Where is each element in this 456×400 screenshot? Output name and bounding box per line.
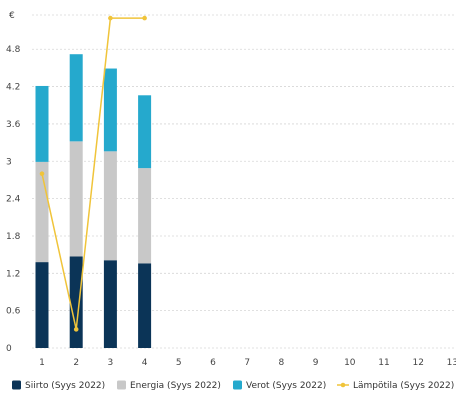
x-tick-label: 1 <box>39 358 45 368</box>
y-axis-unit-label: € <box>9 11 15 21</box>
line-point <box>108 15 113 21</box>
x-tick-label: 4 <box>142 358 148 368</box>
x-tick-label: 2 <box>73 358 79 368</box>
grid-lines <box>32 14 456 349</box>
y-tick-label: 0 <box>6 344 12 354</box>
bars <box>35 54 152 348</box>
y-tick-label: 3.6 <box>6 120 21 130</box>
line-point <box>142 15 147 21</box>
legend: Siirto (Syys 2022) Energia (Syys 2022) Ver… <box>12 380 454 391</box>
x-tick-label: 9 <box>313 358 319 368</box>
x-tick-label: 5 <box>176 358 182 368</box>
x-axis-ticks: 1 2 3 4 5 6 7 8 9 10 11 12 13 <box>39 358 456 368</box>
y-tick-label: 0.6 <box>6 307 21 317</box>
bar-segment-0 <box>138 263 152 348</box>
x-tick-label: 8 <box>279 358 285 368</box>
legend-swatch <box>233 380 242 390</box>
legend-swatch <box>12 380 21 390</box>
y-tick-label: 2.4 <box>6 195 21 205</box>
y-axis-ticks: 0 0.6 1.2 1.8 2.4 3 3.6 4.2 4.8 <box>6 45 21 354</box>
x-tick-label: 7 <box>244 358 250 368</box>
legend-swatch <box>117 380 126 390</box>
y-tick-label: 4.2 <box>6 83 20 93</box>
bar-segment-1 <box>103 151 117 261</box>
legend-label: Energia (Syys 2022) <box>130 381 221 391</box>
bar-segment-0 <box>103 260 117 348</box>
x-tick-label: 13 <box>447 358 456 368</box>
legend-label: Siirto (Syys 2022) <box>25 381 105 391</box>
y-tick-label: 1.8 <box>6 232 21 242</box>
x-tick-label: 11 <box>378 358 389 368</box>
y-tick-label: 4.8 <box>6 45 21 55</box>
bar-segment-2 <box>138 95 152 169</box>
x-tick-label: 10 <box>344 358 356 368</box>
temperature-line <box>39 15 147 332</box>
bar-segment-2 <box>103 68 117 152</box>
line-series <box>41 17 145 330</box>
bar-segment-0 <box>69 256 83 348</box>
y-tick-label: 1.2 <box>6 269 20 279</box>
legend-line-marker <box>340 382 346 388</box>
bar-segment-2 <box>69 54 83 142</box>
bar-segment-0 <box>35 262 49 348</box>
line-point <box>73 327 79 332</box>
legend-label: Lämpötila (Syys 2022) <box>353 381 454 391</box>
line-point <box>39 171 45 177</box>
x-tick-label: 6 <box>210 358 216 368</box>
y-tick-label: 3 <box>6 157 12 167</box>
bar-segment-2 <box>35 85 49 162</box>
bar-segment-1 <box>138 168 152 264</box>
legend-label: Verot (Syys 2022) <box>246 381 326 391</box>
x-tick-label: 12 <box>412 358 423 368</box>
bar-segment-1 <box>69 141 83 257</box>
x-tick-label: 3 <box>108 358 114 368</box>
